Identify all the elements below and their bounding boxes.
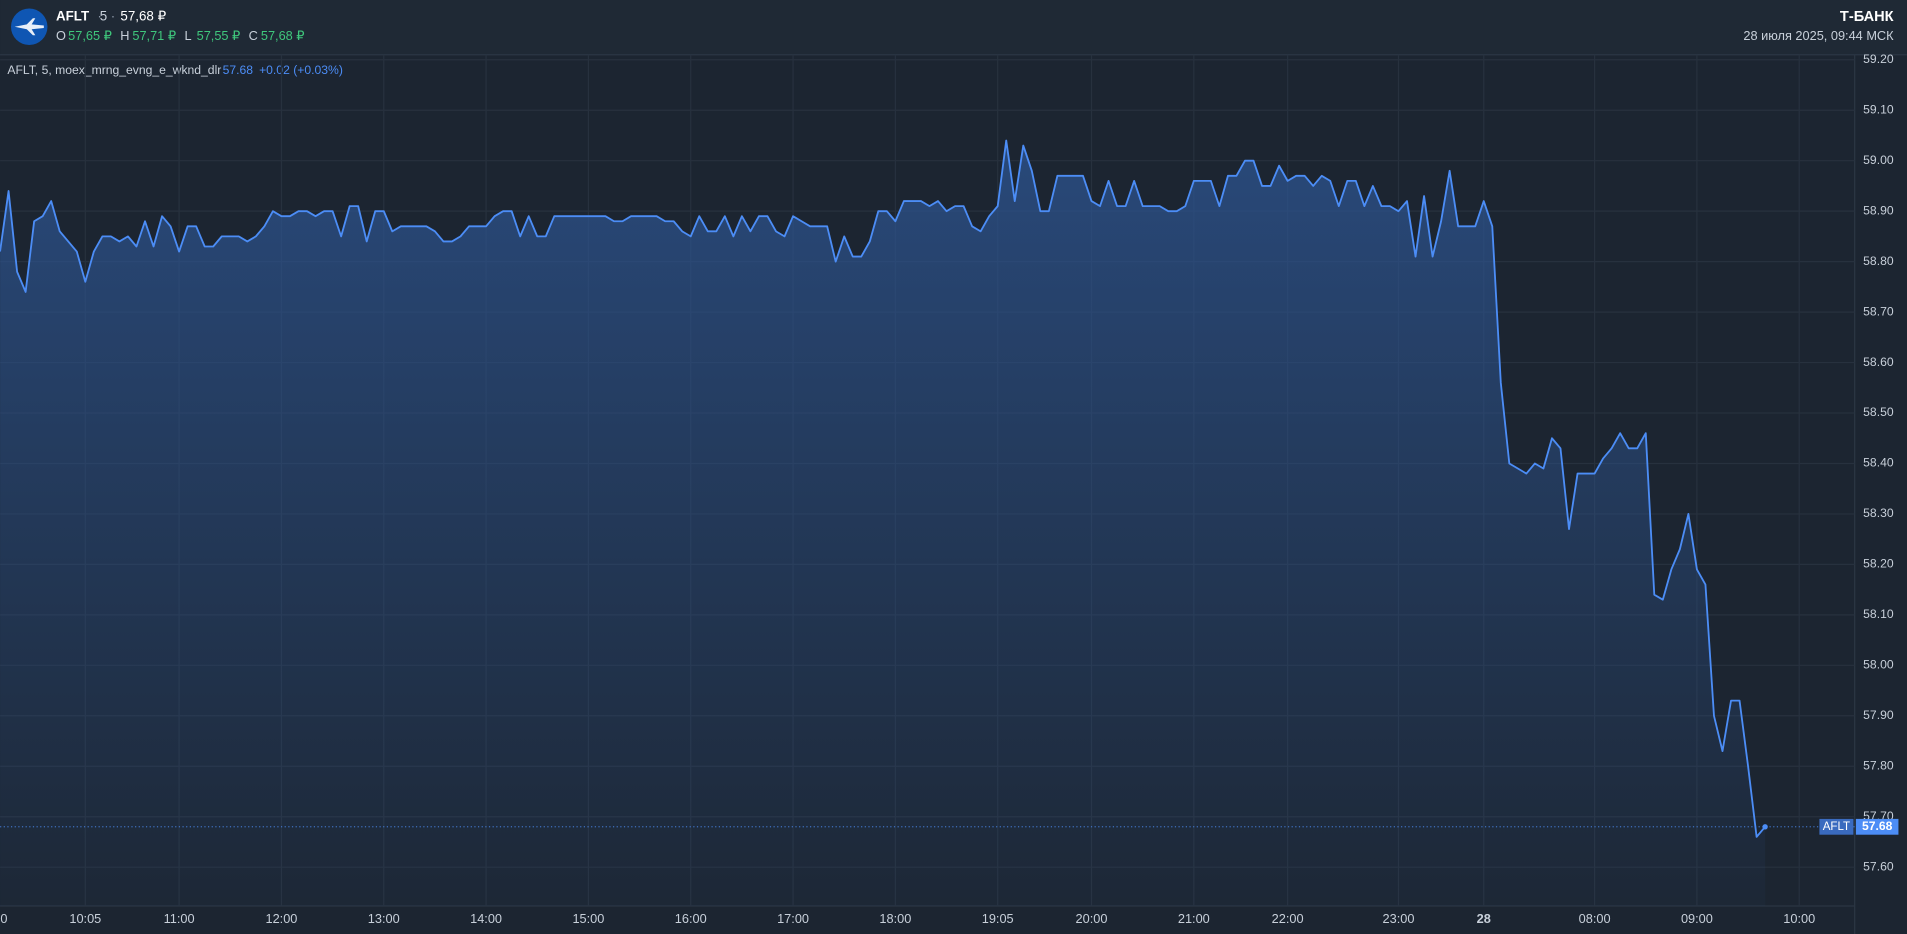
x-tick-label: 11:00 — [164, 911, 195, 926]
price-tag-name: AFLT — [1823, 821, 1850, 833]
x-tick-label: 20:00 — [1076, 911, 1108, 926]
x-tick-label: 18:00 — [879, 911, 911, 926]
x-tick-label: 08:00 — [1579, 911, 1611, 926]
price-tag-name-bg — [1819, 818, 1854, 835]
y-tick-label: 59.10 — [1863, 102, 1894, 116]
x-tick-label: 10:00 — [1783, 911, 1815, 926]
y-tick-label: 59.20 — [1863, 52, 1894, 66]
ohlc-label: O — [56, 28, 66, 43]
interval: 5 — [100, 9, 107, 24]
price-tag-bg — [1855, 818, 1899, 835]
symbol: AFLT — [56, 9, 90, 24]
ohlc-value: 57,68 ₽ — [261, 28, 305, 43]
x-tick-label: 12:00 — [265, 911, 297, 926]
y-tick-label: 59.00 — [1863, 153, 1894, 167]
datetime: 28 июля 2025, 09:44 МСК — [1743, 28, 1894, 43]
x-tick-label: 10:00 — [0, 911, 7, 926]
y-tick-label: 58.30 — [1863, 506, 1894, 520]
separator: · — [111, 9, 115, 24]
ohlc-label: L — [184, 28, 191, 43]
x-tick-label: 23:00 — [1383, 911, 1415, 926]
legend-change: +0.02 (+0.03%) — [259, 63, 343, 77]
x-tick-label: 13:00 — [368, 911, 400, 926]
y-tick-label: 57.90 — [1863, 708, 1894, 722]
y-tick-label: 58.00 — [1863, 658, 1894, 672]
x-tick-label: 16:00 — [675, 911, 707, 926]
last-point — [1762, 824, 1768, 830]
ohlc-value: 57,65 ₽ — [68, 28, 112, 43]
y-tick-label: 57.60 — [1863, 859, 1894, 873]
y-tick-label: 58.60 — [1863, 355, 1894, 369]
ohlc-label: C — [249, 28, 258, 43]
y-tick-label: 58.90 — [1863, 203, 1894, 217]
y-tick-label: 57.80 — [1863, 758, 1894, 772]
line — [0, 139, 1766, 838]
legend-name: AFLT, 5, moex_mrng_evng_e_wknd_dlr — [7, 63, 221, 77]
x-tick-label: 19:05 — [982, 911, 1014, 926]
logo — [10, 8, 48, 45]
ohlc-value: 57,55 ₽ — [197, 28, 241, 43]
x-tick-label: 22:00 — [1272, 911, 1304, 926]
x-tick-label: 17:00 — [777, 911, 809, 926]
legend-last: 57.68 — [223, 63, 254, 77]
y-tick-label: 58.40 — [1863, 456, 1894, 470]
header-bar — [0, 0, 1907, 55]
price: 57,68 ₽ — [120, 9, 166, 24]
y-tick-label: 58.80 — [1863, 254, 1894, 268]
ohlc-label: H — [120, 28, 129, 43]
y-tick-label: 58.20 — [1863, 557, 1894, 571]
brand: Т-БАНК — [1840, 9, 1894, 25]
ohlc-value: 57,71 ₽ — [132, 28, 176, 43]
x-tick-label: 15:00 — [572, 911, 604, 926]
x-tick-label: 28 — [1477, 911, 1491, 926]
price-tag-value: 57.68 — [1862, 819, 1893, 833]
x-tick-label: 21:00 — [1178, 911, 1210, 926]
y-tick-label: 58.70 — [1863, 304, 1894, 318]
area — [0, 140, 1766, 907]
y-tick-label: 58.50 — [1863, 405, 1894, 419]
x-tick-label: 14:00 — [470, 911, 502, 926]
separator: · — [97, 9, 101, 24]
x-tick-label: 10:05 — [69, 911, 101, 926]
y-tick-label: 58.10 — [1863, 607, 1894, 621]
x-tick-label: 09:00 — [1681, 911, 1713, 926]
